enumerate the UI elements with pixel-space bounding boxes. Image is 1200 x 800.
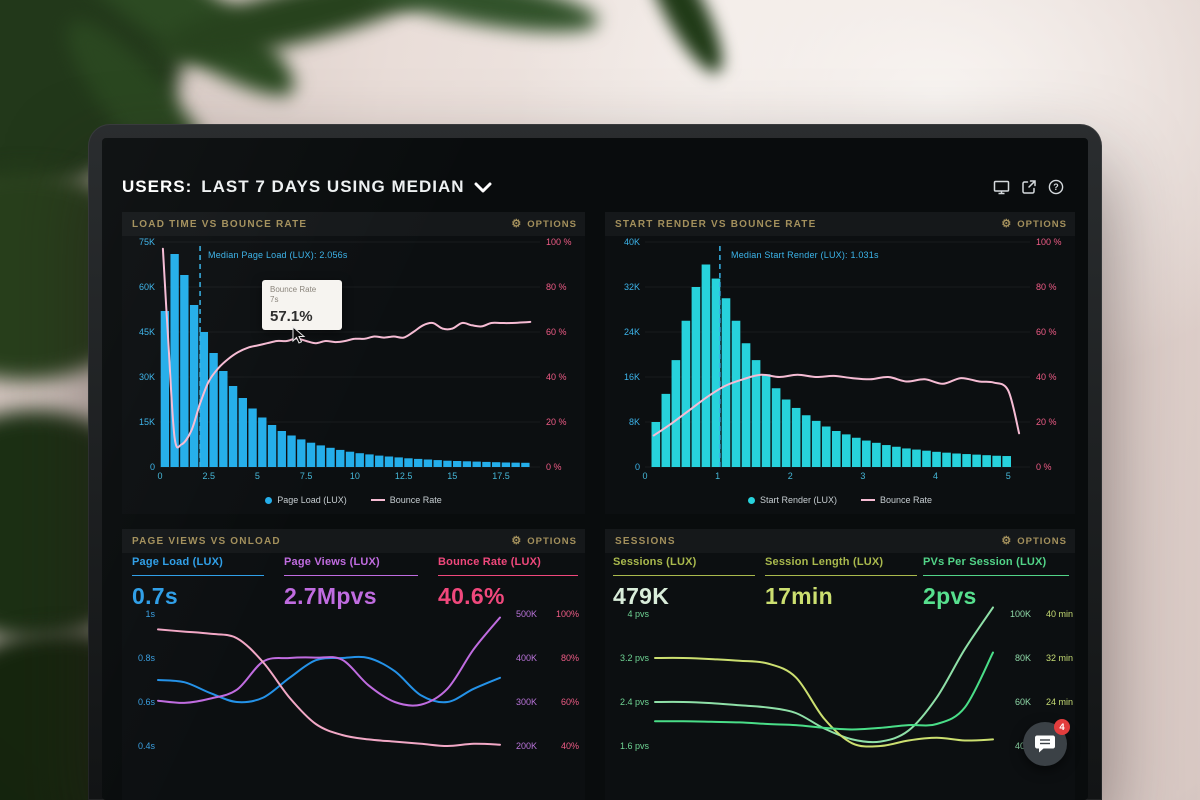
median-annotation: Median Page Load (LUX): 2.056s <box>208 250 348 260</box>
legend-line-icon <box>860 499 875 501</box>
panel-header: START RENDER VS BOUNCE RATE ⚙ OPTIONS <box>605 212 1075 236</box>
gear-icon: ⚙ <box>511 217 523 230</box>
panel-load-time-vs-bounce-rate: LOAD TIME VS BOUNCE RATE ⚙ OPTIONS 75K 60… <box>122 212 585 514</box>
tooltip: Bounce Rate 7s 57.1% <box>262 280 342 330</box>
legend-label: Bounce Rate <box>389 495 442 505</box>
y-axis-left-labels: 75K 60K 45K 30K 15K 0 <box>138 237 155 472</box>
options-label: OPTIONS <box>527 218 577 230</box>
intercom-chat-button[interactable]: 4 <box>1023 719 1070 766</box>
options-label: OPTIONS <box>527 535 577 547</box>
legend-line-icon <box>370 499 385 501</box>
tooltip-value: 57.1% <box>270 307 313 325</box>
svg-text:?: ? <box>1053 182 1059 192</box>
laptop: USERS: LAST 7 DAYS USING MEDIAN ? LOAD T… <box>88 124 1102 800</box>
legend-dot-icon <box>747 496 755 504</box>
header-title-range: LAST 7 DAYS USING MEDIAN <box>201 177 465 196</box>
y-axis-percent-labels: 100% 80% 60% 40% <box>555 609 579 751</box>
metric-label: Bounce Rate (LUX) <box>438 556 578 576</box>
chat-icon <box>1035 735 1055 753</box>
cursor-icon <box>292 326 306 344</box>
x-axis-labels: 0 2.5 5 7.5 10 12.5 15 17.5 <box>157 471 510 481</box>
metric-value: 2.7Mpvs <box>284 583 377 609</box>
legend-item-bounce-rate[interactable]: Bounce Rate <box>860 495 933 505</box>
metric-label: Page Views (LUX) <box>284 556 418 576</box>
legend-item-start-render[interactable]: Start Render (LUX) <box>747 495 837 505</box>
y-axis-sessions-labels: 100K80K60K40K <box>1009 609 1031 751</box>
options-button[interactable]: ⚙ OPTIONS <box>511 217 577 230</box>
dashboard-header: USERS: LAST 7 DAYS USING MEDIAN ? <box>122 174 1064 200</box>
gear-icon: ⚙ <box>1001 217 1013 230</box>
metric-value: 40.6% <box>438 583 505 609</box>
line-chart-plot[interactable] <box>157 598 501 800</box>
panel-start-render-vs-bounce-rate: START RENDER VS BOUNCE RATE ⚙ OPTIONS 40… <box>605 212 1075 514</box>
metric-label: Sessions (LUX) <box>613 556 755 576</box>
legend-label: Start Render (LUX) <box>759 495 837 505</box>
panel-header: SESSIONS ⚙ OPTIONS <box>605 529 1075 553</box>
panel-title: START RENDER VS BOUNCE RATE <box>615 218 817 230</box>
header-title-users: USERS: <box>122 177 193 196</box>
legend-item-page-load[interactable]: Page Load (LUX) <box>265 495 347 505</box>
legend-label: Page Load (LUX) <box>277 495 347 505</box>
notification-badge: 4 <box>1054 719 1070 735</box>
share-icon[interactable] <box>1021 179 1037 195</box>
y-axis-right-labels: 100 % 80 % 60 % 40 % 20 % 0 % <box>1036 237 1062 472</box>
metric-page-views: Page Views (LUX) 2.7Mpvs <box>284 556 418 610</box>
metric-sessions: Sessions (LUX) 479K <box>613 556 755 610</box>
metric-pvs-per-session: PVs Per Session (LUX) 2pvs <box>923 556 1069 610</box>
panel-sessions: SESSIONS ⚙ OPTIONS Sessions (LUX) 479K S… <box>605 529 1075 800</box>
panel-title: SESSIONS <box>615 535 676 547</box>
dashboard-screen: USERS: LAST 7 DAYS USING MEDIAN ? LOAD T… <box>102 138 1088 800</box>
y-axis-pvs-labels: 4 pvs 3.2 pvs 2.4 pvs 1.6 pvs <box>619 609 649 751</box>
options-button[interactable]: ⚙ OPTIONS <box>1001 534 1067 547</box>
y-axis-seconds-labels: 1s 0.8s 0.6s 0.4s <box>137 609 155 751</box>
y-axis-minutes-labels: 40 min 32 min 24 min <box>1045 609 1073 707</box>
metric-value: 0.7s <box>132 583 178 609</box>
metric-value: 2pvs <box>923 583 977 609</box>
legend-dot-icon <box>265 496 273 504</box>
metric-label: PVs Per Session (LUX) <box>923 556 1069 576</box>
panel-title: PAGE VIEWS VS ONLOAD <box>132 535 281 547</box>
metric-label: Session Length (LUX) <box>765 556 917 576</box>
metric-session-length: Session Length (LUX) 17min <box>765 556 917 610</box>
options-button[interactable]: ⚙ OPTIONS <box>511 534 577 547</box>
histogram-plot[interactable] <box>160 241 540 468</box>
median-annotation: Median Start Render (LUX): 1.031s <box>731 250 879 260</box>
line-chart-plot[interactable] <box>654 598 994 800</box>
panel-header: PAGE VIEWS VS ONLOAD ⚙ OPTIONS <box>122 529 585 553</box>
y-axis-right-labels: 100 % 80 % 60 % 40 % 20 % 0 % <box>546 237 572 472</box>
panel-page-views-vs-onload: PAGE VIEWS VS ONLOAD ⚙ OPTIONS Page Load… <box>122 529 585 800</box>
users-filter-dropdown[interactable]: USERS: LAST 7 DAYS USING MEDIAN <box>122 177 492 197</box>
options-label: OPTIONS <box>1017 218 1067 230</box>
metric-label: Page Load (LUX) <box>132 556 264 576</box>
help-icon[interactable]: ? <box>1048 179 1064 195</box>
options-label: OPTIONS <box>1017 535 1067 547</box>
legend-label: Bounce Rate <box>879 495 933 505</box>
header-toolbar: ? <box>993 179 1064 195</box>
tooltip-series: Bounce Rate <box>270 285 317 294</box>
y-axis-pageviews-labels: 500K 400K 300K 200K <box>515 609 537 751</box>
chevron-down-icon <box>474 182 492 192</box>
panel-header: LOAD TIME VS BOUNCE RATE ⚙ OPTIONS <box>122 212 585 236</box>
legend-item-bounce-rate[interactable]: Bounce Rate <box>370 495 442 505</box>
legend: Start Render (LUX) Bounce Rate <box>605 495 1075 505</box>
legend: Page Load (LUX) Bounce Rate <box>122 495 585 505</box>
options-button[interactable]: ⚙ OPTIONS <box>1001 217 1067 230</box>
panel-title: LOAD TIME VS BOUNCE RATE <box>132 218 308 230</box>
display-icon[interactable] <box>993 180 1010 195</box>
metric-value: 479K <box>613 583 670 609</box>
metric-page-load: Page Load (LUX) 0.7s <box>132 556 264 610</box>
tooltip-bucket: 7s <box>270 295 279 305</box>
gear-icon: ⚙ <box>1001 534 1013 547</box>
y-axis-left-labels: 40K 32K 24K 16K 8K 0 <box>623 237 640 472</box>
metric-value: 17min <box>765 583 833 609</box>
metric-bounce-rate: Bounce Rate (LUX) 40.6% <box>438 556 578 610</box>
histogram-plot[interactable] <box>645 241 1030 468</box>
gear-icon: ⚙ <box>511 534 523 547</box>
